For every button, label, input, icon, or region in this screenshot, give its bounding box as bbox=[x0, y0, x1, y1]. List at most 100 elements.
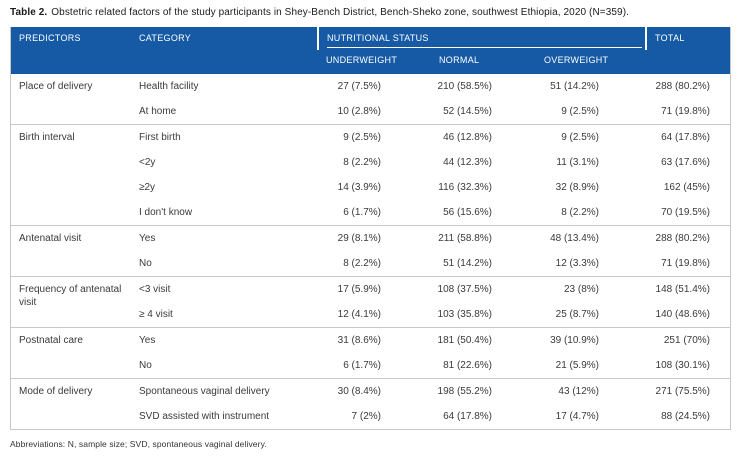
normal-cell: 116 (32.3%) bbox=[431, 175, 536, 200]
total-cell: 71 (19.8%) bbox=[646, 251, 730, 277]
header-predictors: PREDICTORS bbox=[11, 27, 131, 74]
total-cell: 271 (75.5%) bbox=[646, 378, 730, 404]
category-cell: Health facility bbox=[131, 74, 318, 99]
overweight-cell: 21 (5.9%) bbox=[536, 353, 646, 379]
table-row: No 8 (2.2%) 51 (14.2%) 12 (3.3%) 71 (19.8%) bbox=[11, 251, 730, 277]
underweight-cell: 10 (2.8%) bbox=[318, 99, 431, 125]
total-cell: 63 (17.6%) bbox=[646, 150, 730, 175]
table-title-text: Obstetric related factors of the study p… bbox=[51, 7, 630, 18]
total-cell: 148 (51.4%) bbox=[646, 276, 730, 302]
underweight-cell: 17 (5.9%) bbox=[318, 276, 431, 302]
underweight-cell: 8 (2.2%) bbox=[318, 251, 431, 277]
normal-cell: 210 (58.5%) bbox=[431, 74, 536, 99]
overweight-cell: 25 (8.7%) bbox=[536, 302, 646, 328]
overweight-cell: 51 (14.2%) bbox=[536, 74, 646, 99]
overweight-cell: 8 (2.2%) bbox=[536, 200, 646, 226]
table-row: I don't know 6 (1.7%) 56 (15.6%) 8 (2.2%) 70… bbox=[11, 200, 730, 226]
underweight-cell: 27 (7.5%) bbox=[318, 74, 431, 99]
category-cell: ≥ 4 visit bbox=[131, 302, 318, 328]
predictor-cell: Frequency of antenatal visit bbox=[11, 276, 131, 328]
predictor-cell: Antenatal visit bbox=[11, 225, 131, 277]
total-cell: 288 (80.2%) bbox=[646, 74, 730, 99]
underweight-cell: 6 (1.7%) bbox=[318, 200, 431, 226]
table-container: PREDICTORS CATEGORY NUTRITIONAL STATUS T… bbox=[10, 27, 731, 430]
category-cell: Spontaneous vaginal delivery bbox=[131, 378, 318, 404]
normal-cell: 56 (15.6%) bbox=[431, 200, 536, 226]
header-row-2: UNDERWEIGHT NORMAL OVERWEIGHT bbox=[11, 50, 730, 74]
overweight-cell: 48 (13.4%) bbox=[536, 225, 646, 251]
table-row: No 6 (1.7%) 81 (22.6%) 21 (5.9%) 108 (30.1%) bbox=[11, 353, 730, 379]
overweight-cell: 23 (8%) bbox=[536, 276, 646, 302]
underweight-cell: 8 (2.2%) bbox=[318, 150, 431, 175]
category-cell: ≥2y bbox=[131, 175, 318, 200]
header-normal: NORMAL bbox=[431, 50, 536, 74]
header-row-1: PREDICTORS CATEGORY NUTRITIONAL STATUS T… bbox=[11, 27, 730, 74]
header-total: TOTAL bbox=[646, 27, 730, 74]
category-cell: Yes bbox=[131, 225, 318, 251]
table-header: PREDICTORS CATEGORY NUTRITIONAL STATUS T… bbox=[11, 27, 730, 74]
header-overweight: OVERWEIGHT bbox=[536, 50, 646, 74]
normal-cell: 211 (58.8%) bbox=[431, 225, 536, 251]
underweight-cell: 7 (2%) bbox=[318, 404, 431, 429]
header-category: CATEGORY bbox=[131, 27, 318, 74]
obstetric-factors-table: PREDICTORS CATEGORY NUTRITIONAL STATUS T… bbox=[11, 27, 730, 429]
table-title-label: Table 2. bbox=[10, 7, 48, 18]
underweight-cell: 31 (8.6%) bbox=[318, 327, 431, 353]
overweight-cell: 32 (8.9%) bbox=[536, 175, 646, 200]
underweight-cell: 12 (4.1%) bbox=[318, 302, 431, 328]
header-underweight: UNDERWEIGHT bbox=[318, 50, 431, 74]
table-row: ≥2y 14 (3.9%) 116 (32.3%) 32 (8.9%) 162 (45%… bbox=[11, 175, 730, 200]
normal-cell: 181 (50.4%) bbox=[431, 327, 536, 353]
category-cell: No bbox=[131, 251, 318, 277]
normal-cell: 44 (12.3%) bbox=[431, 150, 536, 175]
table-row: ≥ 4 visit 12 (4.1%) 103 (35.8%) 25 (8.7%) 14… bbox=[11, 302, 730, 328]
normal-cell: 198 (55.2%) bbox=[431, 378, 536, 404]
total-cell: 140 (48.6%) bbox=[646, 302, 730, 328]
total-cell: 64 (17.8%) bbox=[646, 124, 730, 150]
table-row: Postnatal care Yes 31 (8.6%) 181 (50.4%) 39 … bbox=[11, 327, 730, 379]
overweight-cell: 9 (2.5%) bbox=[536, 99, 646, 125]
underweight-cell: 29 (8.1%) bbox=[318, 225, 431, 251]
normal-cell: 81 (22.6%) bbox=[431, 353, 536, 379]
abbreviations-footnote: Abbreviations: N, sample size; SVD, spon… bbox=[10, 439, 267, 449]
category-cell: At home bbox=[131, 99, 318, 125]
normal-cell: 64 (17.8%) bbox=[431, 404, 536, 429]
table-row: Antenatal visit Yes 29 (8.1%) 211 (58.8%) 48… bbox=[11, 225, 730, 277]
category-cell: Yes bbox=[131, 327, 318, 353]
normal-cell: 51 (14.2%) bbox=[431, 251, 536, 277]
total-cell: 162 (45%) bbox=[646, 175, 730, 200]
total-cell: 70 (19.5%) bbox=[646, 200, 730, 226]
table-row: SVD assisted with instrument 7 (2%) 64 (17… bbox=[11, 404, 730, 429]
total-cell: 71 (19.8%) bbox=[646, 99, 730, 125]
underweight-cell: 14 (3.9%) bbox=[318, 175, 431, 200]
predictor-cell: Birth interval bbox=[11, 124, 131, 226]
table-row: <2y 8 (2.2%) 44 (12.3%) 11 (3.1%) 63 (17.6%) bbox=[11, 150, 730, 175]
table-row: Place of delivery Health facility 27 (7.5%… bbox=[11, 74, 730, 125]
normal-cell: 52 (14.5%) bbox=[431, 99, 536, 125]
header-nutritional-status-label: NUTRITIONAL STATUS bbox=[327, 33, 642, 48]
table-row: Birth interval First birth 9 (2.5%) 46 (12.… bbox=[11, 124, 730, 226]
category-cell: First birth bbox=[131, 124, 318, 150]
normal-cell: 46 (12.8%) bbox=[431, 124, 536, 150]
table-row: Mode of delivery Spontaneous vaginal deli… bbox=[11, 378, 730, 429]
underweight-cell: 6 (1.7%) bbox=[318, 353, 431, 379]
table-row: At home 10 (2.8%) 52 (14.5%) 9 (2.5%) 71 (19… bbox=[11, 99, 730, 125]
category-cell: SVD assisted with instrument bbox=[131, 404, 318, 429]
overweight-cell: 9 (2.5%) bbox=[536, 124, 646, 150]
category-cell: I don't know bbox=[131, 200, 318, 226]
category-cell: <3 visit bbox=[131, 276, 318, 302]
normal-cell: 103 (35.8%) bbox=[431, 302, 536, 328]
category-cell: <2y bbox=[131, 150, 318, 175]
overweight-cell: 17 (4.7%) bbox=[536, 404, 646, 429]
underweight-cell: 9 (2.5%) bbox=[318, 124, 431, 150]
normal-cell: 108 (37.5%) bbox=[431, 276, 536, 302]
table-body: Place of delivery Health facility 27 (7.5%… bbox=[11, 74, 730, 429]
overweight-cell: 39 (10.9%) bbox=[536, 327, 646, 353]
table-row: Frequency of antenatal visit <3 visit 17 (… bbox=[11, 276, 730, 328]
total-cell: 251 (70%) bbox=[646, 327, 730, 353]
header-nutritional-status: NUTRITIONAL STATUS bbox=[317, 27, 647, 50]
total-cell: 88 (24.5%) bbox=[646, 404, 730, 429]
total-cell: 288 (80.2%) bbox=[646, 225, 730, 251]
underweight-cell: 30 (8.4%) bbox=[318, 378, 431, 404]
